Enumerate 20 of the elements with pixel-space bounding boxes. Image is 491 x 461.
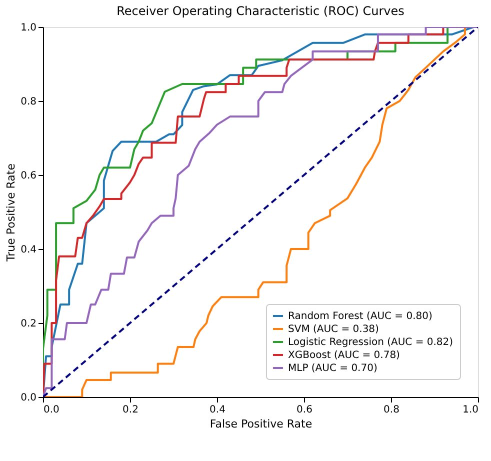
x-tick-label: 0.0 — [44, 404, 60, 416]
y-tick-label: 0.2 — [20, 318, 36, 330]
y-tick-label: 0.8 — [20, 96, 36, 108]
legend-label: Logistic Regression (AUC = 0.82) — [288, 337, 454, 348]
x-tick-label: 0.4 — [210, 404, 226, 416]
legend-label: XGBoost (AUC = 0.78) — [288, 350, 400, 361]
x-tick-label: 0.8 — [384, 404, 400, 416]
y-tick-label: 0.4 — [20, 244, 36, 256]
y-tick-label: 0.6 — [20, 170, 36, 182]
chart-title: Receiver Operating Characteristic (ROC) Curves — [116, 4, 404, 18]
legend-label: MLP (AUC = 0.70) — [288, 363, 378, 374]
x-tick-label: 0.6 — [296, 404, 312, 416]
x-tick-label: 1.0 — [462, 404, 478, 416]
y-tick-label: 1.0 — [20, 22, 36, 34]
y-tick-label: 0.0 — [20, 392, 36, 404]
y-axis-title: True Positive Rate — [4, 163, 18, 262]
x-tick-label: 0.2 — [122, 404, 138, 416]
legend-label: SVM (AUC = 0.38) — [288, 324, 380, 335]
legend-label: Random Forest (AUC = 0.80) — [288, 311, 432, 322]
x-axis-title: False Positive Rate — [210, 418, 312, 430]
